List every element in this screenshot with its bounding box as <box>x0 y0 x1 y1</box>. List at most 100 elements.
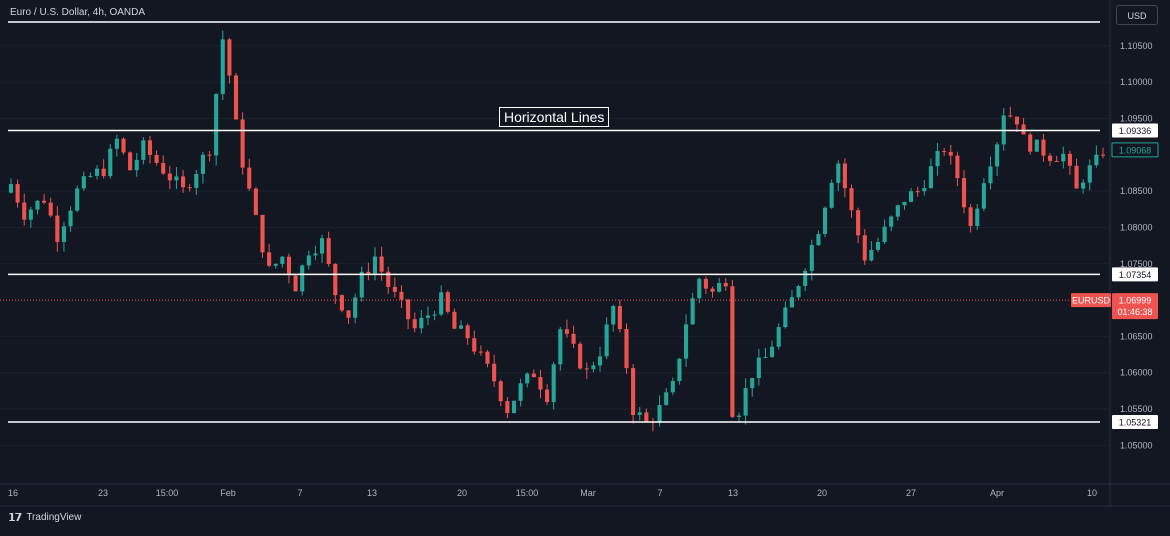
x-tick-label[interactable]: 7 <box>657 488 662 498</box>
x-tick-label[interactable]: 15:00 <box>156 488 179 498</box>
candle-body <box>611 305 616 325</box>
candle-body <box>730 286 735 417</box>
horizontal-line-price-tag <box>1112 123 1158 138</box>
candle-body <box>280 256 285 264</box>
candle-body <box>677 358 682 382</box>
candle-body <box>61 226 66 242</box>
candle-body <box>1087 165 1092 183</box>
candle-body <box>789 297 794 308</box>
candle-body <box>240 119 245 168</box>
currency-selector[interactable]: USD <box>1116 5 1158 25</box>
x-tick-label[interactable]: 7 <box>297 488 302 498</box>
time-axis[interactable]: 16 23 15:00 Feb 7 13 20 15:00 Mar 7 13 20 27 Apr 10 <box>8 488 1097 498</box>
x-tick-label[interactable]: 13 <box>367 488 377 498</box>
last-price-text: 1.06999 <box>1119 296 1152 306</box>
candle-body <box>134 159 139 171</box>
candle-body <box>862 235 867 261</box>
candle-body <box>889 216 894 227</box>
candle-body <box>28 209 33 220</box>
candle-body <box>717 282 722 292</box>
countdown-text: 01:46:38 <box>1117 307 1152 317</box>
symbol-title[interactable]: Euro / U.S. Dollar, 4h, OANDA <box>10 7 146 18</box>
symbol-tag <box>1071 293 1111 308</box>
y-tick-label[interactable]: 1.06000 <box>1120 368 1153 378</box>
candle-body <box>452 311 457 329</box>
candle-body <box>432 314 437 316</box>
candle-body <box>194 173 199 188</box>
candle-body <box>147 140 153 155</box>
candle-body <box>518 383 523 401</box>
candle-body <box>631 368 636 416</box>
x-tick-label[interactable]: Apr <box>990 488 1004 498</box>
x-tick-label[interactable]: 23 <box>98 488 108 498</box>
y-tick-label[interactable]: 1.08000 <box>1120 222 1153 232</box>
candle-body <box>571 333 576 344</box>
candles <box>8 30 1106 432</box>
x-tick-label[interactable]: 15:00 <box>516 488 539 498</box>
y-tick-label[interactable]: 1.06500 <box>1120 331 1153 341</box>
candle-body <box>869 249 874 261</box>
y-tick-label[interactable]: 1.07500 <box>1120 259 1153 269</box>
x-tick-label[interactable]: 27 <box>906 488 916 498</box>
candle-body <box>776 327 781 347</box>
y-tick-label[interactable]: 1.08500 <box>1120 186 1153 196</box>
x-tick-label[interactable]: Mar <box>580 488 596 498</box>
candle-body <box>809 245 814 271</box>
x-tick-label[interactable]: 20 <box>457 488 467 498</box>
candle-body <box>372 256 378 274</box>
x-tick-label[interactable]: 13 <box>728 488 738 498</box>
candle-body <box>670 381 675 393</box>
y-tick-label[interactable]: 1.10000 <box>1120 77 1153 87</box>
candle-body <box>922 187 927 192</box>
candle-body <box>492 363 497 382</box>
candle-body <box>333 263 338 296</box>
previous-close-tag <box>1111 142 1159 158</box>
x-tick-label[interactable]: Feb <box>220 488 236 498</box>
price-axis[interactable]: 1.10500 1.10000 1.09500 1.08500 1.08000 1.075… <box>1120 41 1153 450</box>
candle-body <box>313 253 318 256</box>
candle-body <box>597 356 603 366</box>
candle-body <box>723 282 728 287</box>
y-tick-label[interactable]: 1.05500 <box>1120 404 1153 414</box>
candle-body <box>8 184 14 193</box>
candle-body <box>750 378 755 389</box>
x-tick-label[interactable]: 20 <box>817 488 827 498</box>
candle-body <box>472 338 477 352</box>
horizontal-lines[interactable] <box>8 21 1100 423</box>
y-tick-label[interactable]: 1.10500 <box>1120 41 1153 51</box>
candle-body <box>1074 165 1079 189</box>
candle-body <box>644 412 649 422</box>
candle-body <box>187 187 192 189</box>
candle-body <box>756 357 761 379</box>
candle-body <box>1067 153 1072 166</box>
candle-body <box>988 166 993 184</box>
candle-body <box>882 226 887 243</box>
candle-body <box>803 270 808 287</box>
candle-body <box>836 163 841 183</box>
candle-body <box>35 200 40 210</box>
candle-body <box>346 310 351 318</box>
candle-body <box>207 154 212 156</box>
annotation-label[interactable]: Horizontal Lines <box>499 107 610 127</box>
candle-body <box>942 151 947 153</box>
candle-body <box>664 392 669 405</box>
candle-body <box>617 305 622 330</box>
candle-body <box>273 263 278 266</box>
candle-body <box>478 351 483 353</box>
x-tick-label[interactable]: 16 <box>8 488 18 498</box>
brand[interactable]: 𝟭𝟳 TradingView <box>8 511 81 524</box>
candle-body <box>690 298 695 325</box>
x-tick-label[interactable]: 10 <box>1087 488 1097 498</box>
candle-body <box>763 357 768 359</box>
y-tick-label[interactable]: 1.09500 <box>1120 114 1153 124</box>
candle-body <box>425 315 430 318</box>
horizontal-line-price-text: 1.09336 <box>1119 126 1152 136</box>
candle-body <box>392 286 397 292</box>
y-tick-label[interactable]: 1.05000 <box>1120 440 1153 450</box>
candle-body <box>816 234 821 246</box>
candle-body <box>233 75 239 120</box>
candle-body <box>300 265 305 292</box>
candle-body <box>55 215 60 242</box>
